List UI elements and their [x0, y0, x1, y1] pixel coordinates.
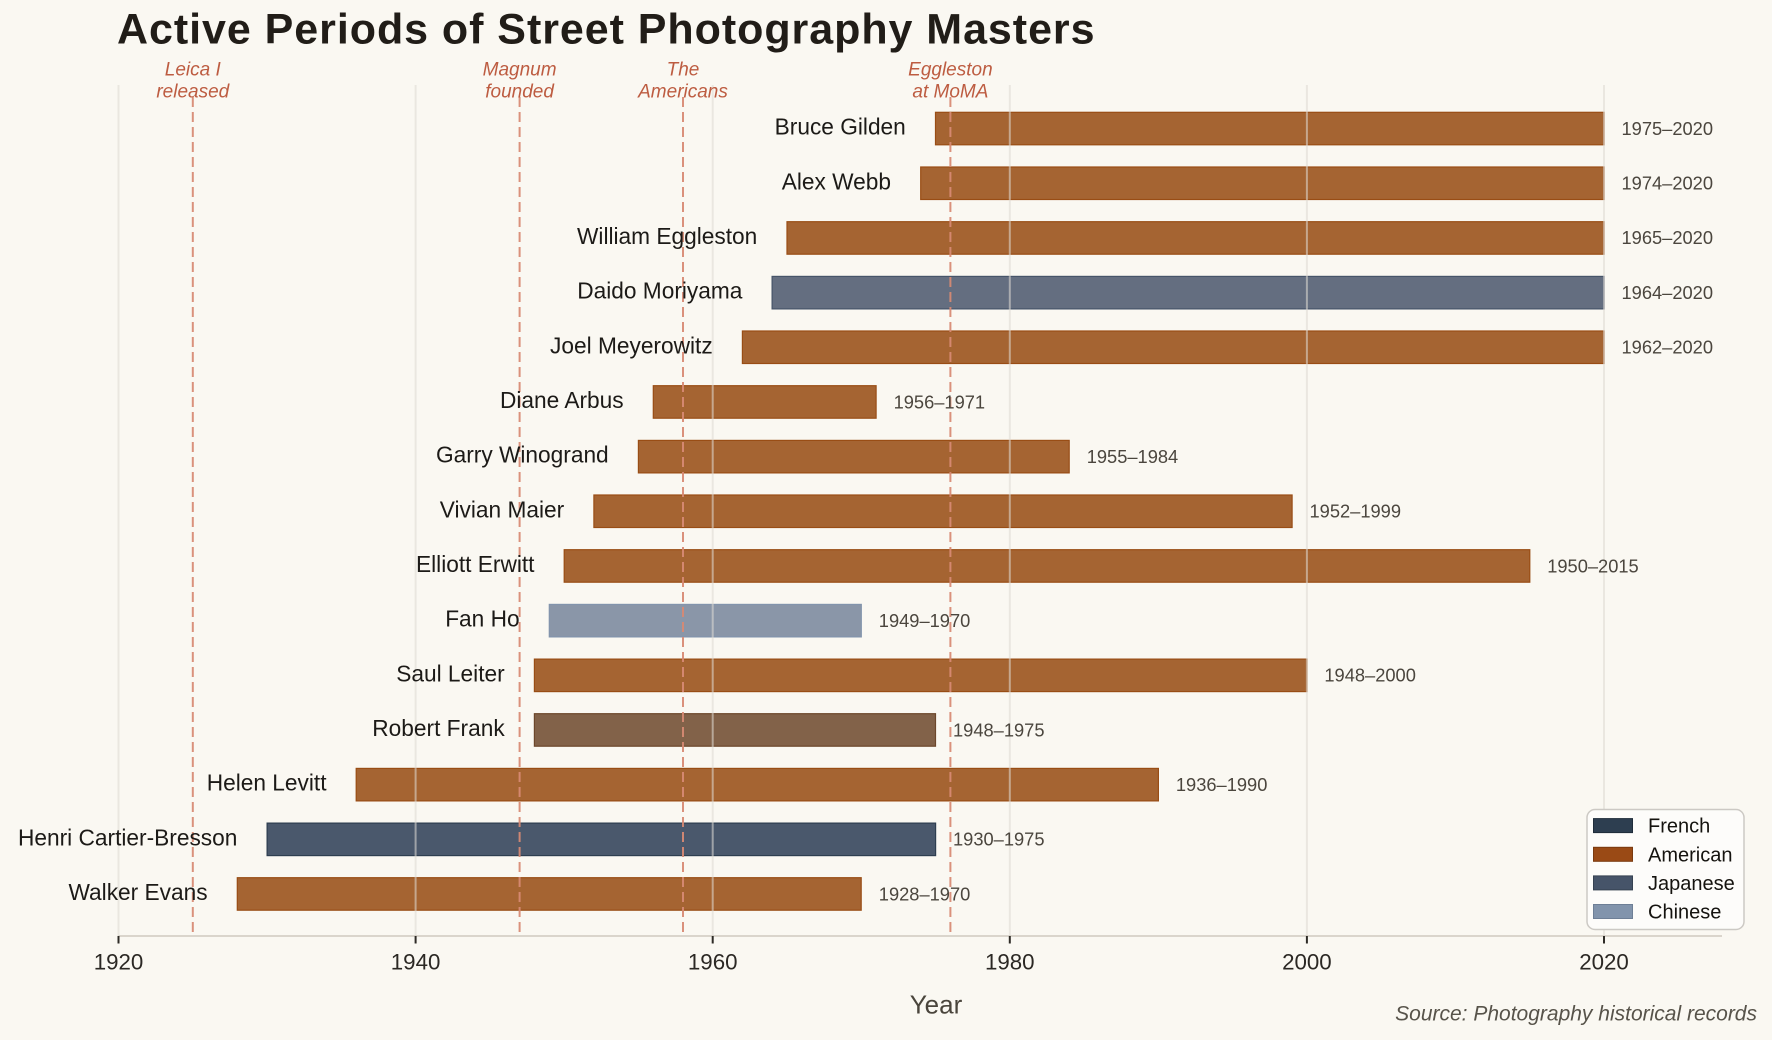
svg-text:1956–1971: 1956–1971	[894, 391, 986, 412]
svg-text:Daido Moriyama: Daido Moriyama	[577, 278, 743, 304]
svg-text:Joel Meyerowitz: Joel Meyerowitz	[550, 332, 713, 358]
svg-text:1928–1970: 1928–1970	[879, 883, 971, 904]
svg-text:Year: Year	[910, 990, 963, 1020]
svg-text:1949–1970: 1949–1970	[879, 610, 971, 631]
svg-text:1964–2020: 1964–2020	[1622, 282, 1714, 303]
svg-text:1948–1975: 1948–1975	[953, 719, 1045, 740]
svg-text:1930–1975: 1930–1975	[953, 829, 1045, 850]
svg-text:1936–1990: 1936–1990	[1176, 774, 1268, 795]
svg-text:Garry Winogrand: Garry Winogrand	[436, 442, 609, 468]
svg-text:1974–2020: 1974–2020	[1622, 173, 1714, 194]
svg-text:Diane Arbus: Diane Arbus	[500, 387, 624, 413]
svg-text:2020: 2020	[1579, 950, 1629, 975]
svg-text:2000: 2000	[1282, 950, 1332, 975]
svg-text:1920: 1920	[94, 950, 144, 975]
svg-text:1960: 1960	[688, 950, 738, 975]
svg-text:Saul Leiter: Saul Leiter	[396, 660, 505, 686]
svg-text:Eggleston: Eggleston	[908, 60, 993, 81]
svg-text:1965–2020: 1965–2020	[1622, 227, 1714, 248]
svg-text:Japanese: Japanese	[1648, 873, 1735, 895]
svg-text:Source: Photography historical: Source: Photography historical records	[1395, 1003, 1757, 1026]
svg-text:1950–2015: 1950–2015	[1547, 555, 1639, 576]
svg-text:Americans: Americans	[637, 82, 728, 103]
svg-text:Magnum: Magnum	[483, 60, 557, 81]
svg-text:Fan Ho: Fan Ho	[445, 606, 519, 632]
svg-text:1955–1984: 1955–1984	[1087, 446, 1179, 467]
svg-text:1962–2020: 1962–2020	[1622, 337, 1714, 358]
svg-text:Bruce Gilden: Bruce Gilden	[775, 114, 906, 140]
svg-text:1940: 1940	[391, 950, 441, 975]
svg-text:The: The	[667, 60, 700, 81]
svg-text:at MoMA: at MoMA	[912, 82, 988, 103]
svg-text:Chinese: Chinese	[1648, 902, 1721, 924]
svg-text:Active Periods of Street Photo: Active Periods of Street Photography Mas…	[117, 6, 1095, 54]
svg-text:William Eggleston: William Eggleston	[577, 223, 757, 249]
svg-text:American: American	[1648, 844, 1732, 866]
svg-text:1980: 1980	[985, 950, 1035, 975]
svg-text:Elliott Erwitt: Elliott Erwitt	[416, 551, 535, 577]
svg-text:Vivian Maier: Vivian Maier	[440, 496, 565, 522]
svg-text:released: released	[156, 82, 230, 103]
svg-text:founded: founded	[485, 82, 555, 103]
svg-text:Alex Webb: Alex Webb	[782, 168, 891, 194]
svg-text:Helen Levitt: Helen Levitt	[207, 770, 328, 796]
svg-text:1952–1999: 1952–1999	[1310, 501, 1402, 522]
svg-text:1975–2020: 1975–2020	[1622, 118, 1714, 139]
svg-text:Leica I: Leica I	[165, 60, 222, 81]
svg-text:French: French	[1648, 816, 1710, 838]
svg-text:Robert Frank: Robert Frank	[372, 715, 505, 741]
svg-text:Walker Evans: Walker Evans	[68, 879, 207, 905]
svg-text:Henri Cartier-Bresson: Henri Cartier-Bresson	[18, 824, 237, 850]
svg-text:1948–2000: 1948–2000	[1324, 665, 1416, 686]
